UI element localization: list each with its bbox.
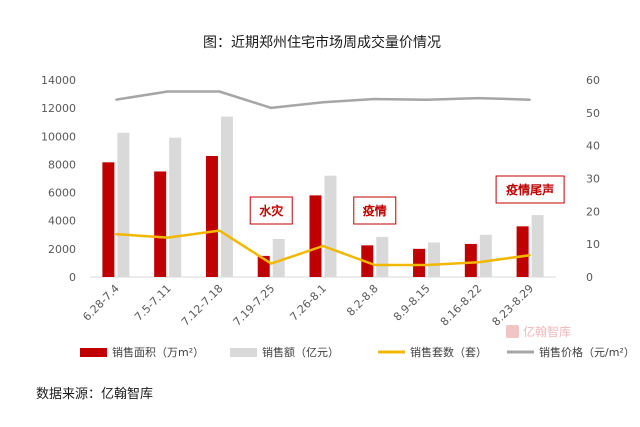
left-tick-label: 4000 <box>48 215 76 228</box>
bar-series1-7 <box>479 234 492 277</box>
bar-series1-2 <box>220 116 233 277</box>
bar-series0-7 <box>464 243 477 277</box>
right-tick-label: 30 <box>586 173 600 186</box>
left-tick-label: 2000 <box>48 243 76 256</box>
left-tick-label: 0 <box>69 271 76 284</box>
legend-swatch <box>230 348 257 357</box>
source-label: 数据来源：亿翰智库 <box>36 386 153 402</box>
watermark-text: 亿翰智库 <box>523 324 571 339</box>
left-tick-label: 12000 <box>41 102 76 115</box>
bar-series1-1 <box>169 137 182 277</box>
legend: 销售面积（万m²） 销售额（亿元） 销售套数（套） 销售价格（元/m²） <box>80 345 635 359</box>
right-axis: 0 10 20 30 40 50 60 <box>586 74 600 284</box>
right-tick-label: 50 <box>586 107 600 120</box>
line-point-2-0 <box>115 233 117 235</box>
right-tick-label: 40 <box>586 140 600 153</box>
bar-series1-0 <box>117 132 130 277</box>
x-tick-label: 7.12-7.18 <box>179 282 226 329</box>
legend-swatch <box>80 348 107 357</box>
x-tick-label: 8.16-8.22 <box>438 282 485 329</box>
annotation-label: 水灾 <box>259 203 284 218</box>
bar-series0-4 <box>309 195 322 277</box>
x-tick-label: 7.26-8.1 <box>287 282 329 324</box>
line-point-2-2 <box>218 229 221 232</box>
line-point-3-5 <box>373 98 376 100</box>
x-tick-label: 8.2-8.8 <box>344 282 381 319</box>
bar-series1-4 <box>324 175 337 277</box>
x-tick-label: 6.28-7.4 <box>80 282 122 324</box>
right-tick-label: 20 <box>586 205 600 218</box>
annotation-box <box>249 196 293 225</box>
bar-series0-6 <box>413 248 426 277</box>
left-tick-label: 10000 <box>41 130 76 143</box>
x-tick-label: 8.9-8.15 <box>391 282 433 324</box>
legend-label: 销售套数（套） <box>410 345 487 359</box>
bar-series1-5 <box>376 236 389 277</box>
bar-series1-8 <box>531 215 544 277</box>
left-tick-label: 6000 <box>48 187 76 200</box>
x-tick-label: 7.19-7.25 <box>231 282 278 329</box>
annotation-boxes: 水灾 疫情 疫情尾声 <box>249 175 565 225</box>
x-tick-label: 8.23-8.29 <box>490 282 537 329</box>
right-tick-label: 60 <box>586 74 600 87</box>
annotation-label: 疫情 <box>363 203 387 218</box>
line-point-2-1 <box>166 236 169 239</box>
bar-series1-3 <box>272 239 285 277</box>
bar-series0-1 <box>154 171 167 277</box>
bar-series <box>90 116 556 278</box>
bar-series0-8 <box>516 226 529 277</box>
legend-label: 销售面积（万m²） <box>112 345 204 359</box>
line-point-2-4 <box>322 245 324 247</box>
line-point-3-0 <box>115 98 117 101</box>
x-axis-ticks: 6.28-7.4 7.5-7.11 7.12-7.18 7.19-7.25 7.26-8… <box>80 282 536 329</box>
chart-title: 图：近期郑州住宅市场周成交量价情况 <box>203 34 441 51</box>
line-series <box>115 90 531 267</box>
line-point-3-8 <box>529 98 531 101</box>
left-tick-label: 8000 <box>48 158 76 171</box>
line-point-3-6 <box>425 98 428 101</box>
watermark-logo <box>506 325 519 338</box>
line-point-3-3 <box>270 107 273 109</box>
annotation-label: 疫情尾声 <box>506 182 554 197</box>
line-point-2-7 <box>477 261 480 264</box>
right-tick-label: 0 <box>586 271 593 284</box>
bar-series0-0 <box>102 162 115 277</box>
right-tick-label: 10 <box>586 238 600 251</box>
line-point-2-8 <box>529 254 531 256</box>
annotation-box <box>353 196 397 225</box>
line-point-2-5 <box>373 264 376 266</box>
line-point-3-2 <box>218 90 221 93</box>
line-series-3 <box>115 90 531 110</box>
legend-label: 销售价格（元/m²） <box>539 345 635 359</box>
x-tick-label: 7.5-7.11 <box>132 282 174 324</box>
line-point-2-3 <box>270 262 273 265</box>
line-point-3-4 <box>322 101 324 104</box>
bar-series1-6 <box>428 242 441 277</box>
line-point-2-6 <box>425 264 428 266</box>
left-axis: 0 2000 4000 6000 8000 10000 12000 14000 <box>41 74 76 284</box>
annotation-box <box>495 175 565 204</box>
watermark: 亿翰智库 <box>506 324 571 339</box>
legend-label: 销售额（亿元） <box>262 345 339 359</box>
left-tick-label: 14000 <box>41 74 76 87</box>
line-point-3-1 <box>166 90 169 93</box>
line-point-3-7 <box>477 97 480 99</box>
bar-series0-2 <box>205 155 218 277</box>
